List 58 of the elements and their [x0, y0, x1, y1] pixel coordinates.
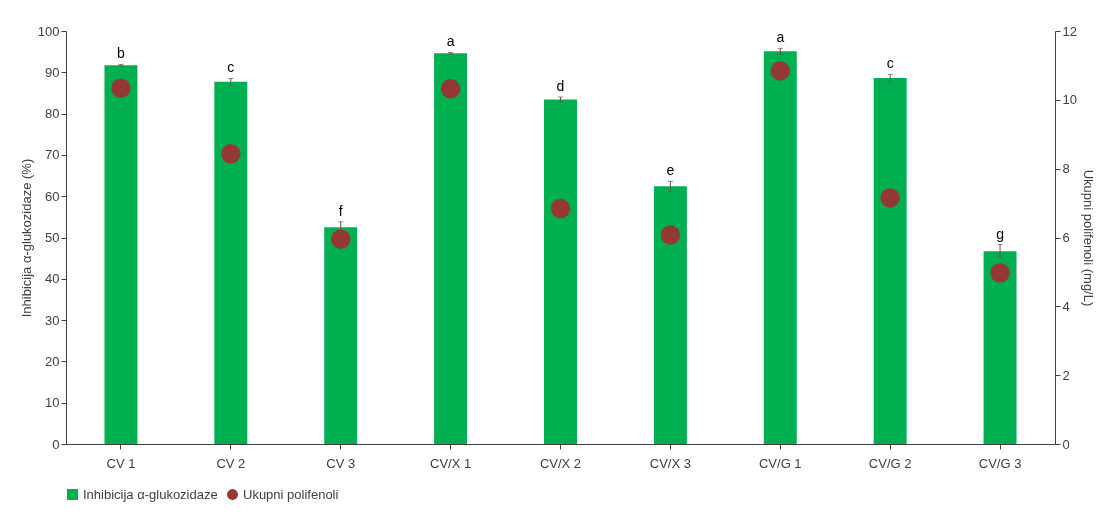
x-tick-label: CV/X 2 [539, 455, 582, 471]
y-tick-label: 30 [45, 312, 60, 328]
point [880, 188, 900, 208]
y2-tick-label: 2 [1062, 367, 1070, 383]
y-tick-label: 90 [45, 64, 60, 80]
bar [763, 51, 797, 444]
bar [544, 99, 577, 444]
x-tick-label: CV/G 3 [978, 455, 1022, 471]
x-tick-label: CV 1 [106, 455, 136, 471]
x-tick-label: CV 2 [216, 455, 246, 471]
annotation: a [776, 29, 785, 46]
x-tick-label: CV/G 1 [758, 455, 802, 471]
point [770, 61, 791, 81]
bar [214, 81, 248, 444]
y-tick-label: 70 [45, 147, 60, 163]
x-tick-label: CV 3 [326, 455, 356, 471]
y-tick-label: 40 [45, 271, 60, 287]
annotation: b [117, 45, 126, 62]
y-tick-label: 50 [45, 230, 60, 245]
point [440, 79, 461, 99]
annotation: d [556, 78, 565, 95]
y2-tick-label: 4 [1062, 298, 1070, 314]
y-tick-label: 100 [37, 23, 60, 39]
point [660, 225, 681, 245]
bar [983, 251, 1017, 444]
y-tick-label: 60 [45, 188, 60, 204]
annotation: c [886, 55, 894, 72]
legend-label: Ukupni polifenoli [243, 486, 339, 502]
y2-tick-label: 8 [1062, 161, 1070, 177]
y-tick-label: 10 [45, 395, 60, 411]
bar [873, 78, 907, 444]
y-tick-label: 20 [45, 353, 60, 369]
x-tick-label: CV/X 3 [649, 455, 691, 471]
legend-label: Inhibicija α-glukozidaze [83, 486, 218, 502]
bar [434, 53, 468, 444]
point [221, 144, 241, 164]
annotation: c [227, 59, 235, 76]
annotation: g [996, 225, 1004, 242]
y-axis-title: Inhibicija α-glukozidaze (%) [18, 158, 34, 318]
y-tick-label: 80 [45, 106, 60, 122]
point [550, 198, 571, 219]
y-tick-label: 0 [52, 436, 60, 452]
y2-tick-label: 12 [1062, 23, 1077, 39]
bar [104, 65, 138, 444]
bar [653, 186, 687, 444]
point [330, 229, 351, 249]
y2-axis-title: Ukupni polifenoli (mg/L) [1080, 169, 1096, 307]
bar [324, 227, 358, 444]
annotation: a [446, 33, 455, 50]
x-tick-label: CV/X 1 [430, 455, 472, 471]
point [990, 263, 1010, 283]
y2-tick-label: 10 [1062, 92, 1077, 108]
y2-tick-label: 6 [1062, 230, 1070, 245]
y2-tick-label: 0 [1062, 436, 1070, 452]
annotation: f [338, 202, 343, 219]
x-tick-label: CV/G 2 [868, 455, 912, 471]
annotation: e [666, 162, 675, 179]
point [111, 78, 131, 98]
